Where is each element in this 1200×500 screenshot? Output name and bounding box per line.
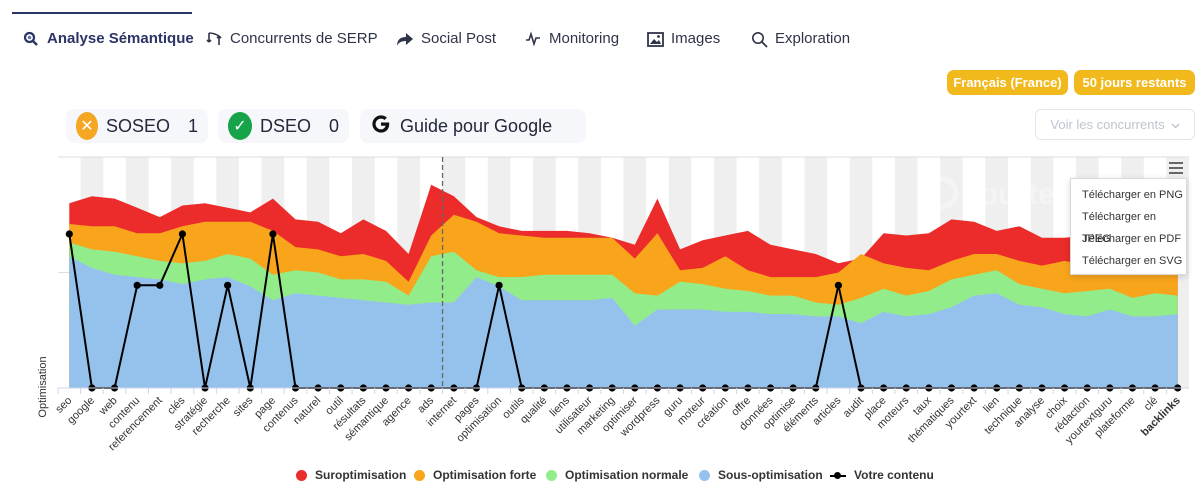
votre-contenu-point[interactable]: [65, 230, 73, 238]
legend-marker: [830, 470, 846, 481]
x-tick-label: audit: [841, 395, 866, 420]
share-icon: [396, 30, 414, 48]
yourtext-logo-icon: [925, 176, 959, 210]
votre-contenu-point[interactable]: [133, 281, 141, 289]
tab-images[interactable]: Images: [646, 22, 720, 56]
watermark-text: Yourtext: [962, 178, 1081, 211]
legend-optimisation-normale[interactable]: Optimisation normale: [546, 468, 688, 482]
votre-contenu-point[interactable]: [156, 281, 164, 289]
area-sous-optimisation: [69, 256, 1178, 388]
tab-monitoring[interactable]: Monitoring: [524, 22, 619, 56]
compare-icon: [205, 30, 223, 48]
dseo-score[interactable]: ✓ DSEO 0: [218, 109, 349, 143]
legend-marker: [414, 469, 425, 481]
chart-menu-button[interactable]: [1166, 160, 1184, 176]
export-pdf-option[interactable]: Télécharger en PDF: [1082, 233, 1182, 245]
legend-label: Suroptimisation: [315, 468, 407, 482]
image-icon: [646, 30, 664, 48]
legend-marker: [546, 469, 557, 481]
language-badge[interactable]: Français (France): [947, 70, 1068, 95]
chart-areas: [69, 184, 1178, 388]
search-icon: [22, 30, 40, 48]
google-guide-button[interactable]: Guide pour Google: [360, 109, 586, 143]
legend-suroptimisation[interactable]: Suroptimisation: [296, 468, 406, 482]
tab-concurrents-serp[interactable]: Concurrents de SERP: [205, 22, 378, 56]
export-png-option[interactable]: Télécharger en PNG: [1082, 189, 1183, 201]
votre-contenu-point[interactable]: [269, 230, 277, 238]
soseo-score[interactable]: ✕ SOSEO 1: [66, 109, 208, 143]
dseo-value: 0: [328, 115, 339, 136]
legend-marker: [296, 469, 307, 481]
google-guide-label: Guide pour Google: [400, 115, 553, 136]
soseo-label: SOSEO: [105, 115, 170, 136]
x-tick-label: sites: [231, 394, 256, 419]
tab-label: Monitoring: [549, 30, 620, 47]
legend-label: Optimisation forte: [433, 468, 537, 482]
tab-label: Images: [671, 30, 721, 47]
chart-legend: Suroptimisation Optimisation forte Optim…: [0, 468, 1200, 486]
tab-label: Social Post: [421, 30, 497, 47]
competitors-select-label: Voir les concurrents: [1050, 117, 1165, 132]
dseo-label: DSEO: [259, 115, 311, 136]
export-menu: Télécharger en PNG Télécharger en JPEG T…: [1070, 178, 1187, 275]
tab-label: Analyse Sémantique: [47, 30, 194, 47]
legend-optimisation-forte[interactable]: Optimisation forte: [414, 468, 536, 482]
search-icon: [750, 30, 768, 48]
chevron-down-icon: [1171, 117, 1180, 132]
votre-contenu-point[interactable]: [495, 281, 503, 289]
legend-label: Optimisation normale: [565, 468, 689, 482]
tab-exploration[interactable]: Exploration: [750, 22, 850, 56]
active-tab-indicator: [12, 12, 192, 14]
y-axis-label: Optimisation: [37, 356, 49, 417]
check-icon: ✓: [228, 112, 252, 140]
close-icon: ✕: [76, 112, 98, 140]
legend-marker: [699, 469, 710, 481]
pulse-icon: [524, 30, 542, 48]
votre-contenu-point[interactable]: [178, 230, 187, 238]
soseo-value: 1: [187, 115, 198, 136]
competitors-select[interactable]: Voir les concurrents: [1035, 109, 1195, 140]
legend-label: Votre contenu: [854, 468, 934, 482]
google-icon: [370, 113, 392, 140]
legend-label: Sous-optimisation: [718, 468, 823, 482]
legend-sous-optimisation[interactable]: Sous-optimisation: [699, 468, 823, 482]
tab-analyse-semantique[interactable]: Analyse Sémantique: [22, 22, 194, 56]
yourtext-watermark: Yourtext: [925, 176, 1081, 211]
tab-social-post[interactable]: Social Post: [396, 22, 496, 56]
tab-label: Concurrents de SERP: [230, 30, 378, 47]
votre-contenu-point[interactable]: [834, 281, 842, 289]
tab-label: Exploration: [775, 30, 851, 47]
votre-contenu-point[interactable]: [224, 281, 232, 289]
days-remaining-badge[interactable]: 50 jours restants: [1074, 70, 1195, 95]
export-svg-option[interactable]: Télécharger en SVG: [1082, 255, 1183, 267]
tab-bar: Analyse Sémantique Concurrents de SERP S…: [0, 0, 1200, 56]
legend-votre-contenu[interactable]: Votre contenu: [830, 468, 934, 482]
export-jpeg-option[interactable]: Télécharger en JPEG: [1082, 211, 1156, 245]
